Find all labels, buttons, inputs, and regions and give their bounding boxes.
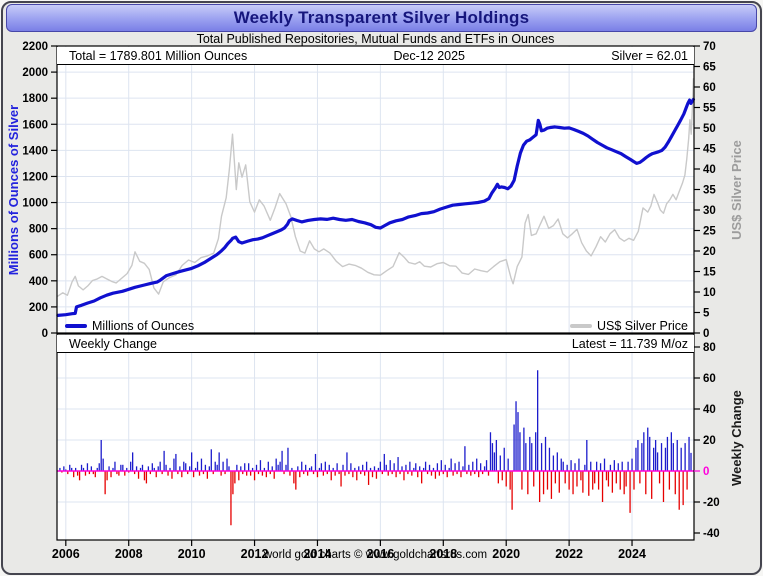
- svg-text:1600: 1600: [22, 119, 48, 131]
- holdings-line-swatch: [65, 323, 87, 328]
- bottom-chart-header: Weekly Change Latest = 11.739 M/oz: [57, 335, 694, 353]
- latest-date: Dec-12 2025: [393, 48, 466, 63]
- svg-text:2018: 2018: [429, 547, 457, 561]
- svg-text:80: 80: [703, 342, 716, 354]
- svg-text:20: 20: [703, 435, 716, 447]
- svg-text:60: 60: [703, 82, 716, 94]
- svg-text:20: 20: [703, 246, 716, 258]
- svg-text:10: 10: [703, 287, 716, 299]
- svg-text:30: 30: [703, 205, 716, 217]
- svg-text:65: 65: [703, 62, 716, 74]
- svg-text:-20: -20: [703, 497, 720, 509]
- latest-weekly-change-value: Latest = 11.739 M/oz: [571, 336, 688, 351]
- svg-text:400: 400: [29, 276, 48, 288]
- svg-text:5: 5: [703, 308, 710, 320]
- legend-item-silver-price: US$ Silver Price: [570, 319, 688, 333]
- svg-text:40: 40: [703, 164, 716, 176]
- svg-text:2008: 2008: [115, 547, 143, 561]
- svg-text:15: 15: [703, 267, 716, 279]
- svg-text:2014: 2014: [304, 547, 332, 561]
- svg-text:70: 70: [703, 41, 716, 53]
- svg-text:600: 600: [29, 250, 48, 262]
- legend-label-holdings: Millions of Ounces: [92, 318, 195, 333]
- chart-subtitle: Total Published Repositories, Mutual Fun…: [196, 32, 555, 46]
- page-title: Weekly Transparent Silver Holdings: [233, 8, 530, 27]
- right-axis-title-silver-price: US$ Silver Price: [729, 140, 744, 240]
- svg-text:40: 40: [703, 404, 716, 416]
- right-axis-title-weekly-change: Weekly Change: [729, 390, 744, 486]
- svg-text:2024: 2024: [618, 547, 646, 561]
- svg-text:0: 0: [703, 466, 709, 478]
- left-axis-title: Millions of Ounces of Silver: [6, 104, 21, 276]
- svg-text:1400: 1400: [22, 145, 48, 157]
- svg-text:2022: 2022: [555, 547, 583, 561]
- svg-text:1200: 1200: [22, 171, 48, 183]
- svg-text:25: 25: [703, 226, 716, 238]
- svg-text:55: 55: [703, 103, 716, 115]
- svg-text:800: 800: [29, 224, 48, 236]
- svg-text:60: 60: [703, 373, 716, 385]
- svg-text:1000: 1000: [22, 198, 48, 210]
- svg-text:1800: 1800: [22, 93, 48, 105]
- svg-text:2010: 2010: [178, 547, 206, 561]
- svg-text:2012: 2012: [241, 547, 269, 561]
- svg-text:200: 200: [29, 302, 48, 314]
- svg-text:35: 35: [703, 185, 716, 197]
- svg-text:50: 50: [703, 123, 716, 135]
- svg-text:-40: -40: [703, 528, 720, 540]
- top-chart-legend: Millions of Ounces US$ Silver Price: [57, 318, 694, 333]
- legend-item-holdings: Millions of Ounces: [65, 319, 194, 333]
- legend-label-silver-price: US$ Silver Price: [597, 318, 688, 333]
- svg-text:45: 45: [703, 144, 716, 156]
- weekly-change-title: Weekly Change: [69, 336, 158, 351]
- svg-text:2016: 2016: [366, 547, 394, 561]
- top-chart-header: Total = 1789.801 Million Ounces Dec-12 2…: [57, 47, 694, 65]
- svg-text:0: 0: [703, 328, 709, 340]
- total-holdings-value: Total = 1789.801 Million Ounces: [69, 48, 248, 63]
- title-bar: Weekly Transparent Silver Holdings: [6, 4, 757, 32]
- attribution-footer: world gold charts © www.goldchartsrus.co…: [263, 549, 488, 561]
- svg-text:2006: 2006: [52, 547, 80, 561]
- svg-text:2000: 2000: [22, 67, 48, 79]
- silver-price-value: Silver = 62.01: [611, 48, 688, 63]
- svg-text:0: 0: [42, 328, 48, 340]
- svg-text:2200: 2200: [22, 41, 48, 53]
- silver-price-line-swatch: [570, 323, 592, 328]
- svg-text:2020: 2020: [492, 547, 520, 561]
